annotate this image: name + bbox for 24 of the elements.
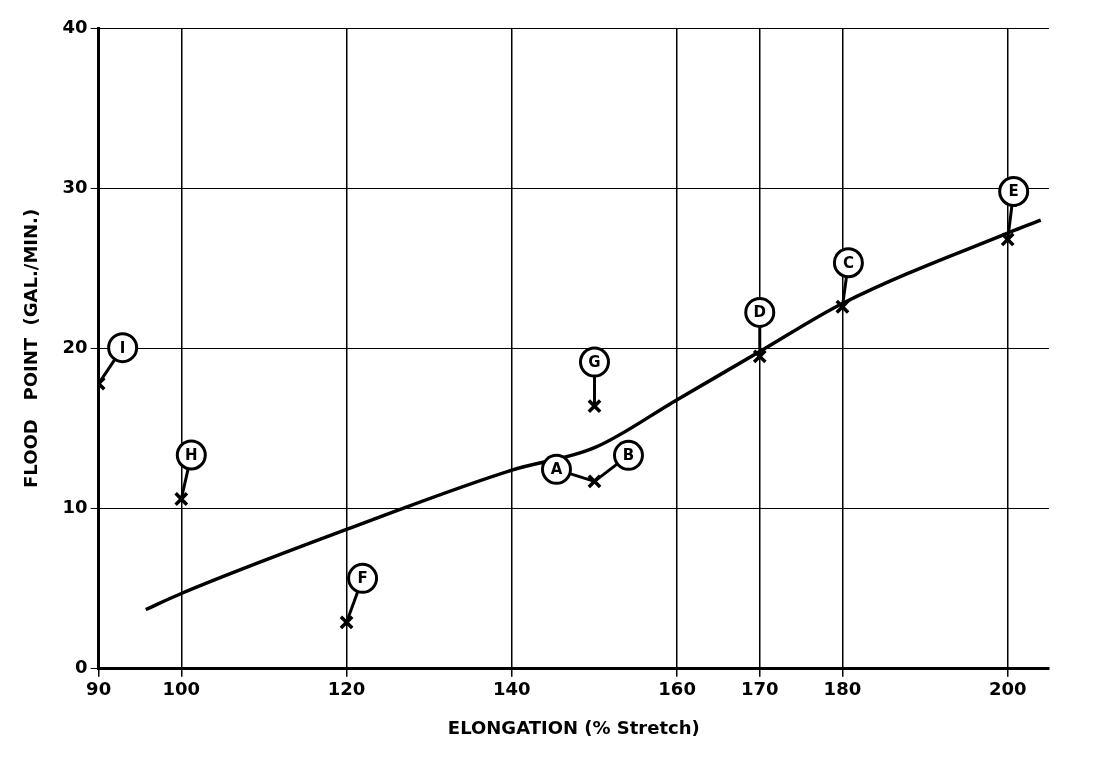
annotation: A xyxy=(550,460,563,479)
x-tick-label: 100 xyxy=(162,678,201,700)
x-tick-label: 120 xyxy=(327,678,366,700)
x-tick-label: 170 xyxy=(740,678,779,700)
y-tick-label: 0 xyxy=(75,656,88,678)
x-tick-label: 140 xyxy=(493,678,531,700)
annotation: F xyxy=(357,569,368,588)
annotation: D xyxy=(753,303,766,322)
x-tick-label: 90 xyxy=(86,678,112,700)
annotation: E xyxy=(1008,182,1019,201)
y-tick-label: 10 xyxy=(62,496,88,518)
y-axis-title: FLOOD POINT (GAL./MIN.) xyxy=(20,208,42,488)
x-axis-title: ELONGATION (% Stretch) xyxy=(447,716,700,738)
annotation: H xyxy=(185,445,198,464)
annotation: G xyxy=(588,352,601,371)
annotation: C xyxy=(842,253,854,272)
y-tick-label: 30 xyxy=(62,175,88,197)
annotation: I xyxy=(119,338,126,357)
annotation: B xyxy=(622,446,635,465)
x-tick-label: 200 xyxy=(988,678,1027,700)
x-tick-label: 180 xyxy=(823,678,862,700)
y-tick-label: 20 xyxy=(62,336,88,358)
x-tick-label: 160 xyxy=(658,678,696,700)
y-tick-label: 40 xyxy=(62,15,88,37)
